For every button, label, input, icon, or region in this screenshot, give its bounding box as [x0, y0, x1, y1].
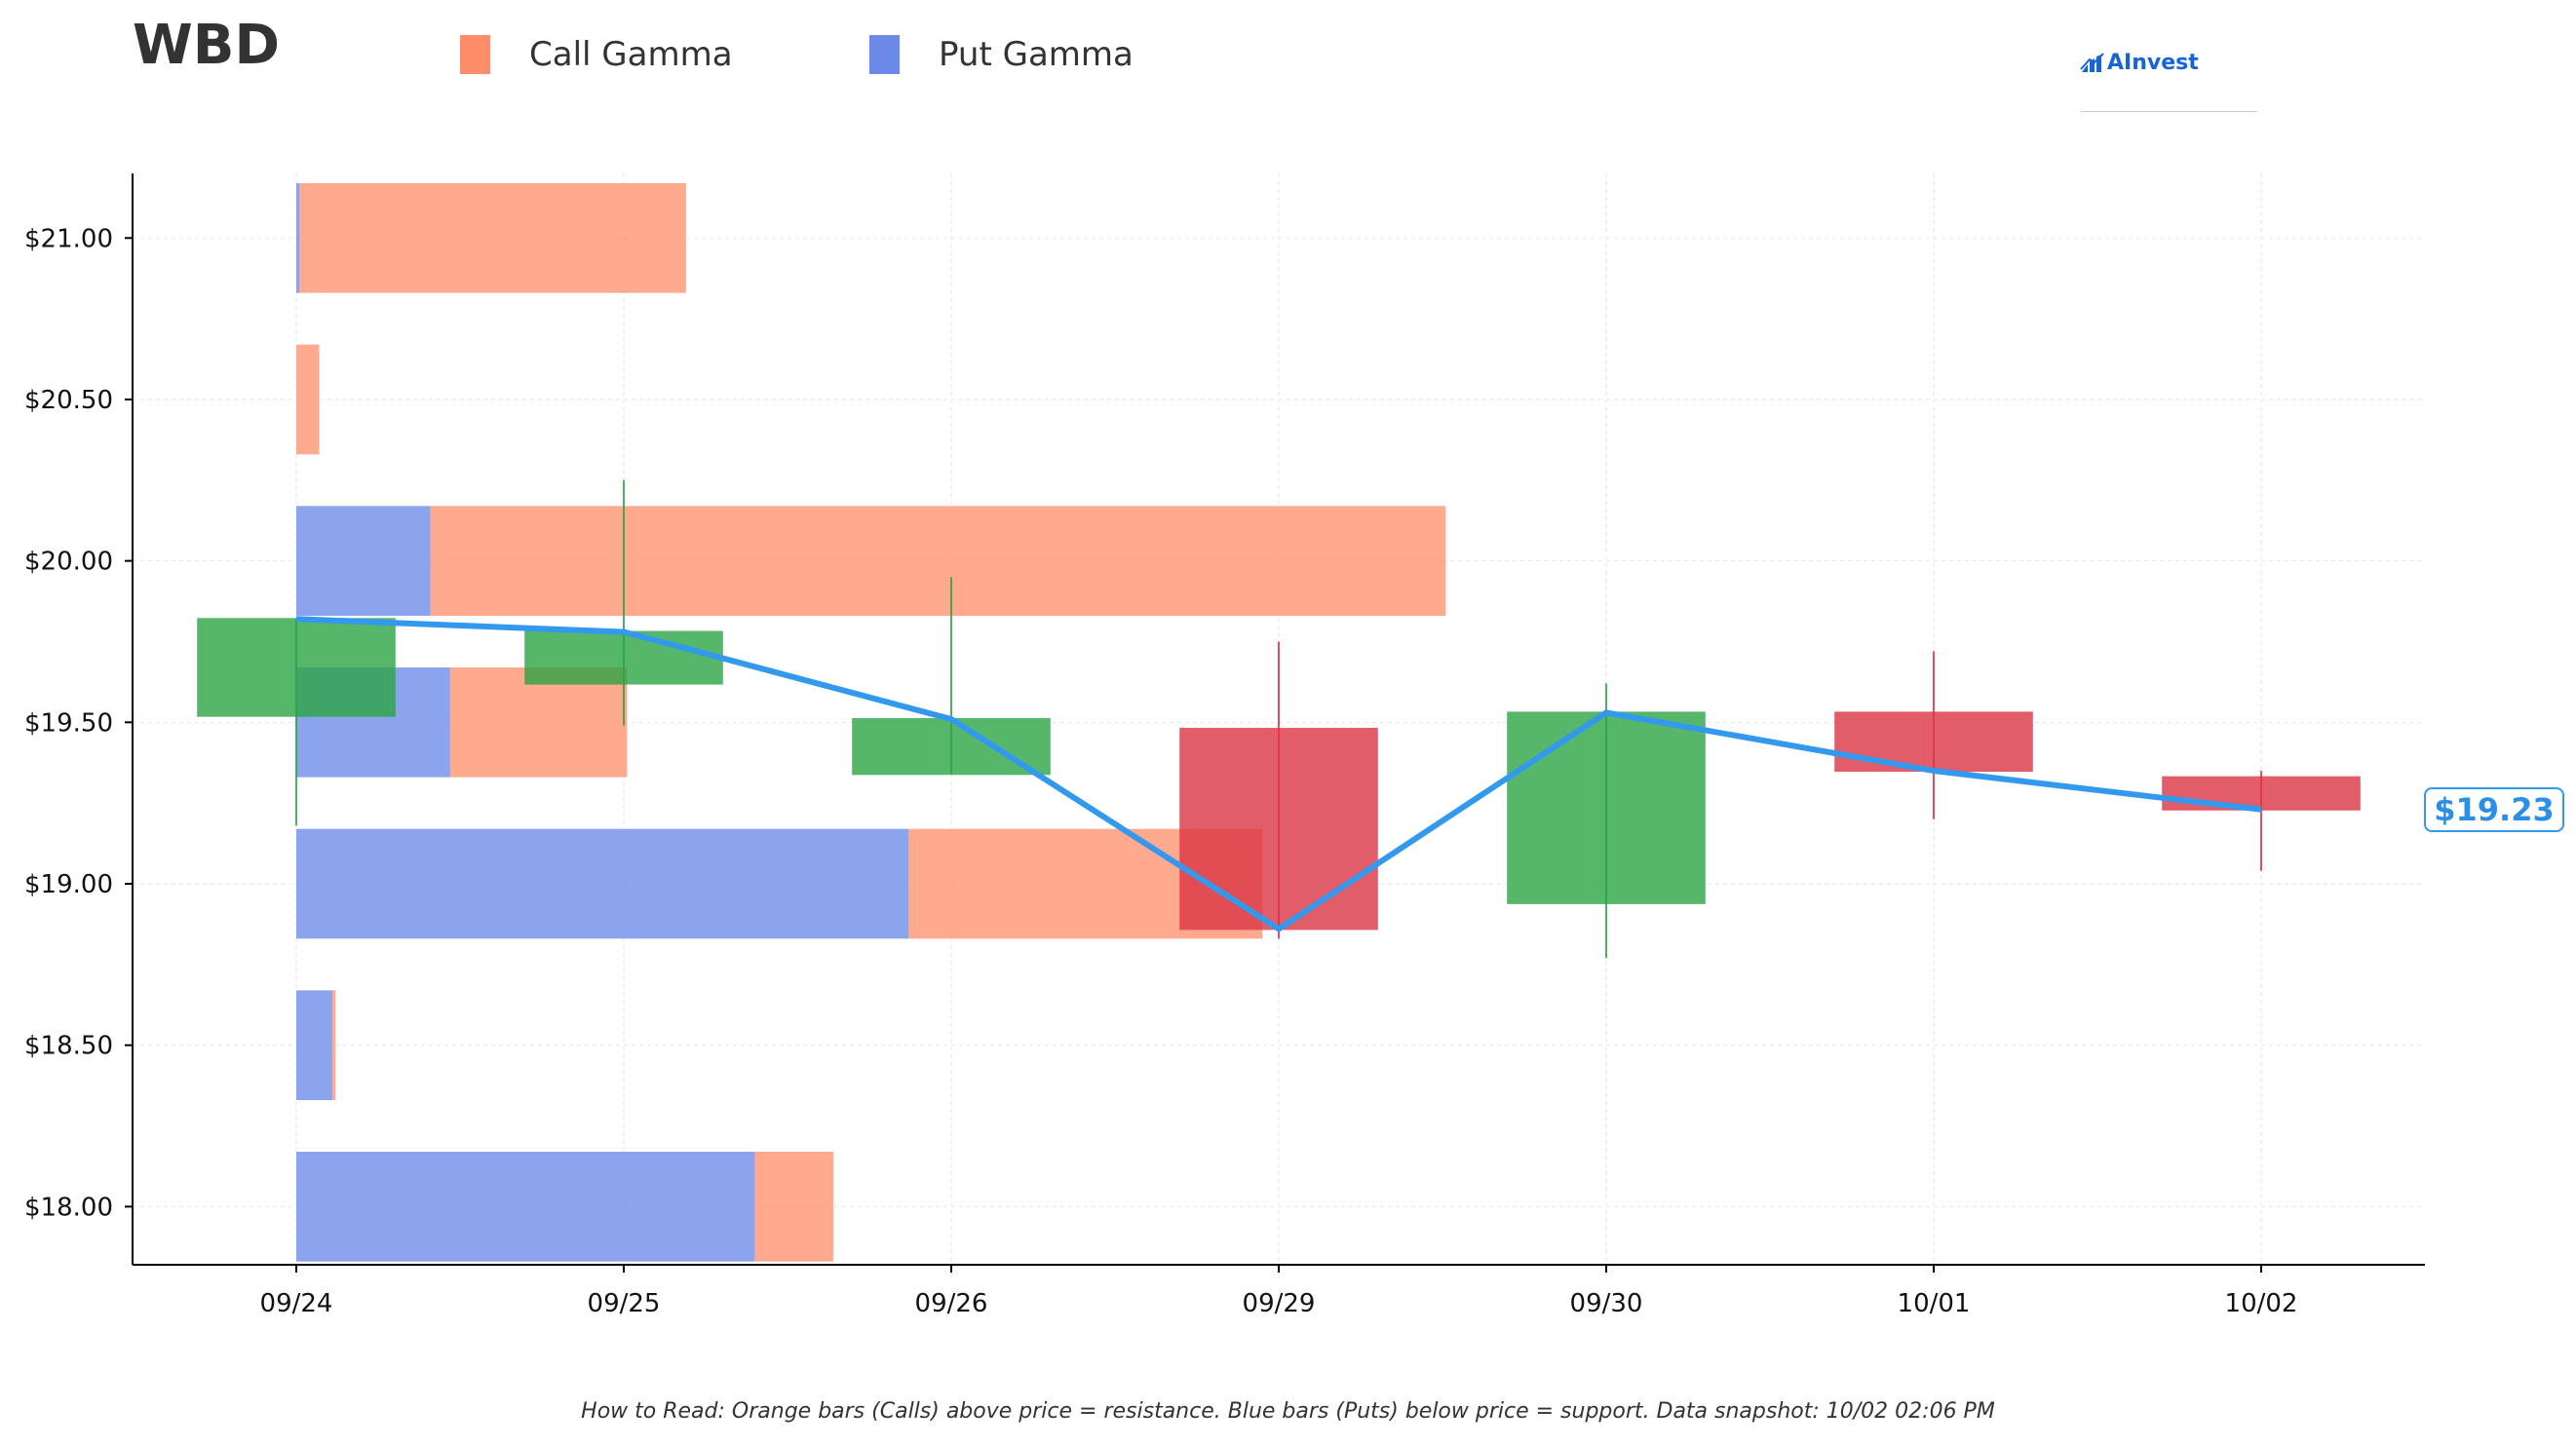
y-tick-label: $18.00	[24, 1193, 113, 1222]
candle-body	[2162, 776, 2361, 811]
x-tick-label: 09/24	[260, 1289, 333, 1318]
call-gamma-bar	[299, 182, 686, 293]
candle-body	[524, 630, 723, 685]
legend-label-put: Put Gamma	[939, 35, 1134, 74]
y-tick-label: $19.50	[24, 708, 113, 738]
call-gamma-bar	[430, 506, 1446, 616]
x-tick-label: 09/29	[1243, 1289, 1316, 1318]
put-gamma-bar	[296, 1152, 755, 1262]
candle-body	[1179, 727, 1378, 931]
call-gamma-swatch	[460, 35, 490, 74]
x-tick-label: 10/02	[2225, 1289, 2298, 1318]
put-gamma-bar	[296, 990, 332, 1101]
brand-logo: AInvest	[2080, 47, 2257, 112]
call-gamma-bar	[449, 666, 628, 778]
legend-item-put: Put Gamma	[869, 35, 1134, 74]
gamma-price-chart: $18.00 $18.50 $19.00 $19.50 $20.00 $20.50 $21.…	[24, 173, 2425, 1318]
call-gamma-bar	[296, 344, 320, 455]
y-tick-label: $19.00	[24, 870, 113, 899]
current-price-label: $19.23	[2424, 787, 2564, 832]
x-tick-label: 09/30	[1570, 1289, 1643, 1318]
y-tick-label: $20.00	[24, 548, 113, 577]
brand-name: AInvest	[2107, 51, 2199, 75]
call-gamma-bar	[754, 1152, 834, 1262]
x-tick-label: 09/25	[588, 1289, 661, 1318]
put-gamma-bar	[296, 182, 300, 293]
put-gamma-bar	[296, 506, 431, 616]
y-tick-label: $18.50	[24, 1032, 113, 1061]
y-tick-label: $20.50	[24, 386, 113, 415]
put-gamma-bar	[296, 828, 909, 939]
put-gamma-swatch	[869, 35, 900, 74]
candle-body	[852, 718, 1051, 776]
call-gamma-bar	[331, 990, 336, 1101]
candle-body	[1834, 711, 2033, 773]
brand-chart-icon	[2080, 53, 2104, 72]
y-tick-label: $21.00	[24, 224, 113, 253]
candle-body	[197, 618, 396, 717]
chart-title: WBD	[133, 14, 280, 77]
x-tick-label: 10/01	[1898, 1289, 1971, 1318]
legend-item-call: Call Gamma	[460, 35, 733, 74]
x-tick-label: 09/26	[915, 1289, 988, 1318]
candle-body	[1507, 711, 1706, 904]
legend-label-call: Call Gamma	[529, 35, 733, 74]
footer-note: How to Read: Orange bars (Calls) above p…	[581, 1399, 1995, 1424]
price-line	[295, 616, 2262, 932]
